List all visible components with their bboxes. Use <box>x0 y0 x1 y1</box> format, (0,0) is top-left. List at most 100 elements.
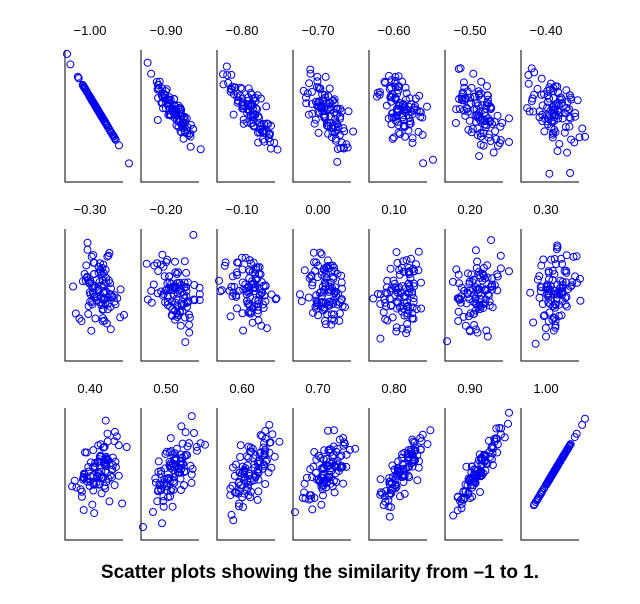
data-point <box>393 259 402 267</box>
data-point <box>467 462 476 471</box>
data-point <box>171 298 180 307</box>
data-point <box>333 457 342 465</box>
data-point <box>91 314 100 323</box>
data-point <box>99 288 108 297</box>
data-point <box>423 102 431 111</box>
data-point <box>254 465 263 474</box>
data-point <box>336 104 345 113</box>
data-point <box>162 85 171 94</box>
data-point <box>410 438 419 447</box>
data-point <box>316 84 325 93</box>
data-point <box>496 264 505 273</box>
data-point <box>476 295 485 303</box>
data-point <box>143 58 152 67</box>
data-point <box>550 255 559 263</box>
data-point <box>554 88 562 96</box>
data-point <box>94 268 103 277</box>
data-point <box>318 282 327 291</box>
data-point <box>505 138 513 146</box>
data-point <box>382 487 390 496</box>
data-point <box>83 245 92 254</box>
data-point <box>530 500 539 509</box>
data-point <box>229 463 237 472</box>
data-point <box>409 279 418 288</box>
data-point <box>475 152 484 161</box>
data-point <box>472 117 480 126</box>
data-point <box>174 268 183 277</box>
data-point <box>418 430 427 439</box>
data-point <box>106 302 115 311</box>
data-point <box>408 290 417 299</box>
data-point <box>493 440 502 449</box>
data-point <box>572 429 581 438</box>
data-point <box>464 312 473 321</box>
data-point <box>150 261 159 270</box>
data-point <box>406 119 415 128</box>
data-point <box>451 119 460 127</box>
data-point <box>260 291 269 300</box>
data-point <box>165 272 173 281</box>
data-point <box>389 133 398 142</box>
data-point <box>273 145 282 154</box>
data-point <box>395 293 404 302</box>
data-point <box>142 259 151 268</box>
panel-title: 0.50 <box>153 381 178 396</box>
data-point <box>180 122 189 131</box>
data-point <box>470 321 479 329</box>
data-point <box>327 315 336 323</box>
data-point <box>185 320 194 329</box>
data-point <box>110 291 119 300</box>
data-point <box>399 122 408 131</box>
data-point <box>238 98 247 107</box>
data-point <box>304 293 313 302</box>
data-point <box>462 462 471 471</box>
scatter-panel: −0.70 <box>292 23 358 183</box>
data-point <box>185 310 193 319</box>
data-point <box>426 426 435 435</box>
data-point <box>227 70 236 79</box>
data-point <box>470 309 478 318</box>
data-point <box>215 276 223 285</box>
data-point <box>102 462 111 470</box>
data-point <box>575 133 584 142</box>
data-point <box>265 130 274 139</box>
data-point <box>297 297 306 306</box>
scatter-panel: 0.00 <box>292 202 351 362</box>
data-point <box>545 94 554 103</box>
data-point <box>232 488 241 497</box>
data-point <box>487 236 496 245</box>
data-point <box>335 316 344 325</box>
data-point <box>471 325 480 334</box>
data-point <box>480 274 489 283</box>
figure-caption: Scatter plots showing the similarity fro… <box>100 562 540 583</box>
data-point <box>400 489 409 498</box>
data-point <box>581 132 589 141</box>
data-point <box>166 463 175 472</box>
data-point <box>312 258 321 267</box>
data-point <box>324 122 333 131</box>
data-point <box>467 83 476 92</box>
data-point <box>187 478 196 487</box>
data-point <box>180 257 189 266</box>
data-point <box>468 124 477 133</box>
data-point <box>463 290 472 298</box>
data-point <box>329 476 338 485</box>
data-point <box>168 502 177 511</box>
scatter-panel: −0.50 <box>444 23 513 183</box>
data-point <box>373 290 382 298</box>
axis-lines <box>368 50 427 183</box>
data-point <box>309 462 318 471</box>
data-point <box>187 412 196 421</box>
data-point <box>545 169 554 178</box>
data-point <box>545 474 554 483</box>
panel-title: 0.60 <box>229 381 254 396</box>
data-point <box>324 426 332 435</box>
data-point <box>310 119 319 128</box>
data-point <box>553 280 562 289</box>
data-point <box>234 502 243 511</box>
data-point <box>376 475 385 484</box>
data-point <box>159 497 168 505</box>
data-point <box>106 471 115 480</box>
data-point <box>568 278 577 286</box>
data-point <box>443 337 451 346</box>
